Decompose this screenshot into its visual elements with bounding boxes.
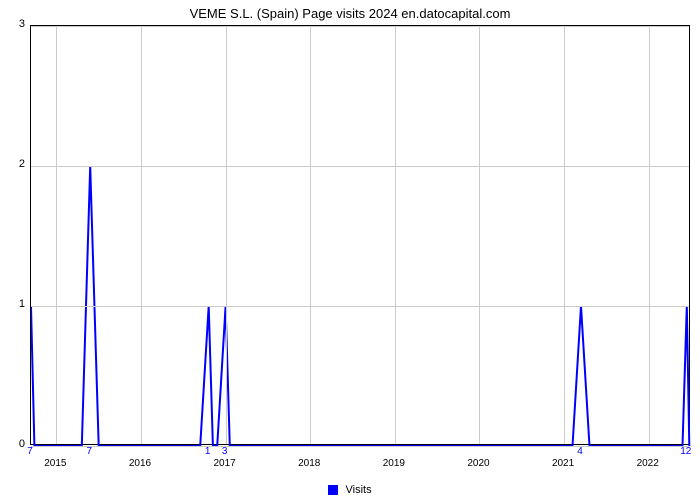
gridline-v	[226, 26, 227, 444]
y-tick-label: 3	[5, 18, 25, 30]
data-point-label: 4	[577, 446, 583, 457]
chart-title: VEME S.L. (Spain) Page visits 2024 en.da…	[0, 6, 700, 21]
gridline-v	[310, 26, 311, 444]
gridline-h	[31, 306, 689, 307]
gridline-v	[479, 26, 480, 444]
y-tick-label: 1	[5, 298, 25, 310]
visits-line-series	[31, 26, 691, 446]
data-point-label: 12	[680, 446, 691, 457]
plot-area	[30, 25, 690, 445]
gridline-v	[564, 26, 565, 444]
y-tick-label: 2	[5, 158, 25, 170]
data-point-label: 7	[27, 446, 33, 457]
gridline-h	[31, 446, 689, 447]
data-point-label: 7	[86, 446, 92, 457]
y-tick-label: 0	[5, 438, 25, 450]
gridline-h	[31, 26, 689, 27]
x-tick-label: 2016	[129, 458, 151, 469]
gridline-v	[395, 26, 396, 444]
data-point-label: 3	[222, 446, 228, 457]
legend-swatch	[328, 485, 338, 495]
x-tick-label: 2018	[298, 458, 320, 469]
x-tick-label: 2021	[552, 458, 574, 469]
gridline-h	[31, 166, 689, 167]
data-point-label: 1	[205, 446, 211, 457]
x-tick-label: 2019	[383, 458, 405, 469]
x-tick-label: 2022	[637, 458, 659, 469]
legend: Visits	[0, 484, 700, 496]
legend-label: Visits	[345, 484, 371, 496]
gridline-v	[56, 26, 57, 444]
gridline-v	[141, 26, 142, 444]
x-tick-label: 2017	[213, 458, 235, 469]
x-tick-label: 2020	[467, 458, 489, 469]
x-tick-label: 2015	[44, 458, 66, 469]
gridline-v	[649, 26, 650, 444]
